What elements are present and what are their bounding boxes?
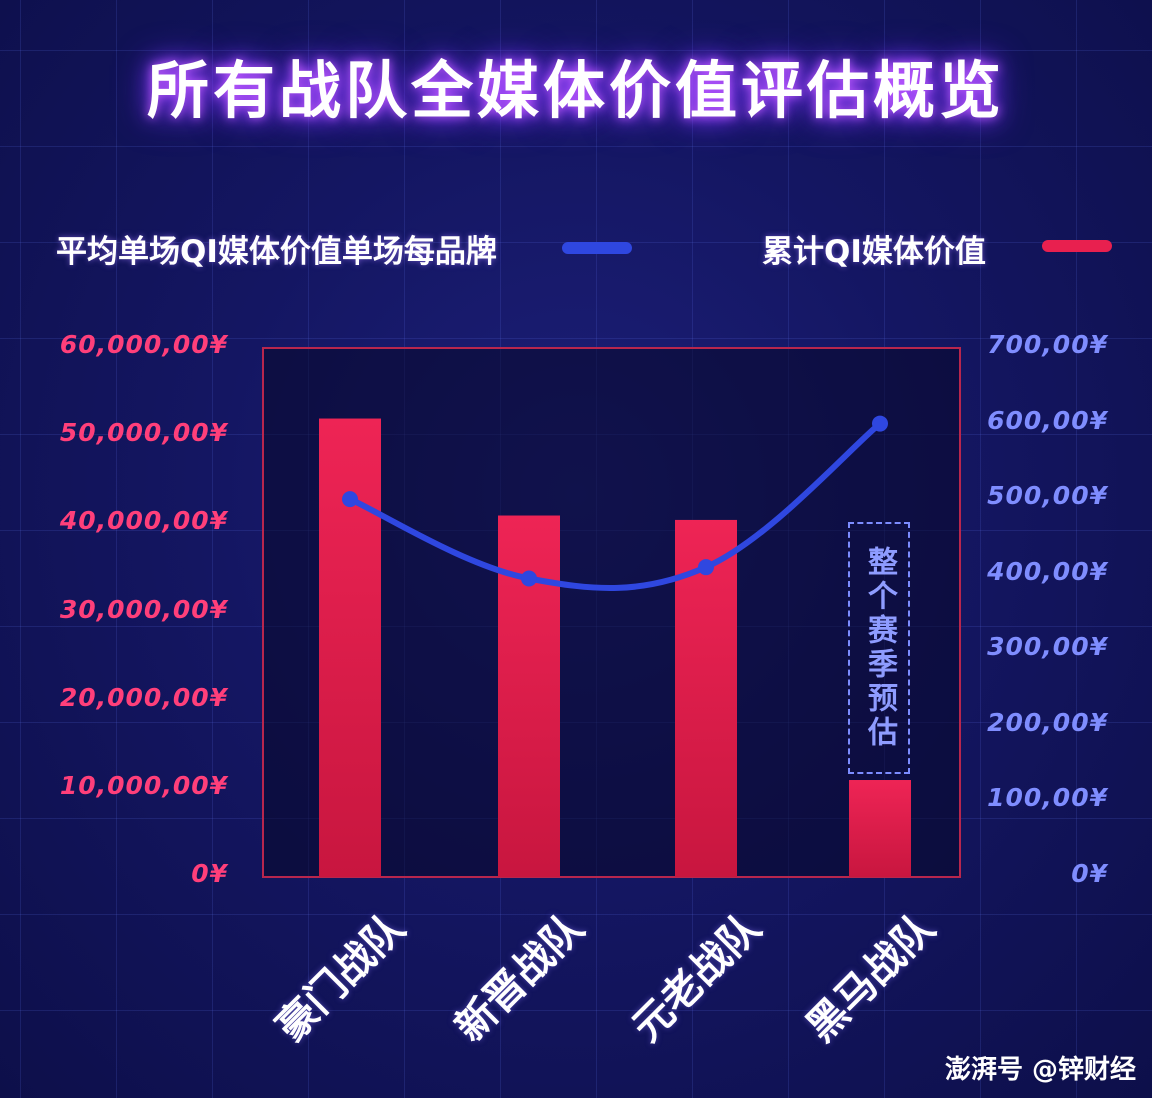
- page-title: 所有战队全媒体价值评估概览: [146, 54, 1005, 127]
- bar-4: [849, 780, 911, 877]
- right-tick-label: 300,00¥: [987, 632, 1108, 662]
- bar-1: [319, 418, 381, 877]
- line-point-4: [872, 415, 888, 432]
- left-tick-label: 40,000,00¥: [59, 506, 228, 536]
- line-point-3: [698, 559, 714, 576]
- left-tick-label: 50,000,00¥: [59, 418, 228, 448]
- right-tick-label: 200,00¥: [987, 707, 1108, 737]
- season-estimate-annotation: 整个赛季预估: [848, 522, 910, 774]
- legend-line-label: 平均单场QI媒体价值单场每品牌: [56, 234, 497, 270]
- right-tick-label: 600,00¥: [987, 405, 1108, 435]
- right-tick-label: 500,00¥: [987, 481, 1108, 511]
- right-tick-label: 400,00¥: [987, 556, 1108, 586]
- line-series: [347, 420, 883, 591]
- bar-3: [675, 519, 737, 877]
- left-tick-label: 60,000,00¥: [59, 330, 228, 359]
- line-point-1: [342, 491, 358, 508]
- left-tick-label: 10,000,00¥: [59, 770, 228, 800]
- legend-bar-label: 累计QI媒体价值: [762, 234, 986, 270]
- right-tick-label: 0¥: [1071, 859, 1108, 888]
- legend-bar-swatch: [1042, 240, 1112, 252]
- right-tick-label: 100,00¥: [987, 783, 1108, 813]
- right-tick-label: 700,00¥: [987, 330, 1108, 359]
- watermark: 澎湃号 @锌财经: [944, 1055, 1136, 1085]
- left-tick-label: 30,000,00¥: [59, 594, 228, 624]
- left-tick-label: 0¥: [191, 859, 228, 888]
- legend-line-swatch: [562, 242, 632, 254]
- left-tick-label: 20,000,00¥: [59, 682, 228, 712]
- annotation-text: 整个赛季预估: [862, 546, 897, 750]
- line-point-2: [521, 570, 537, 587]
- bar-2: [498, 515, 560, 877]
